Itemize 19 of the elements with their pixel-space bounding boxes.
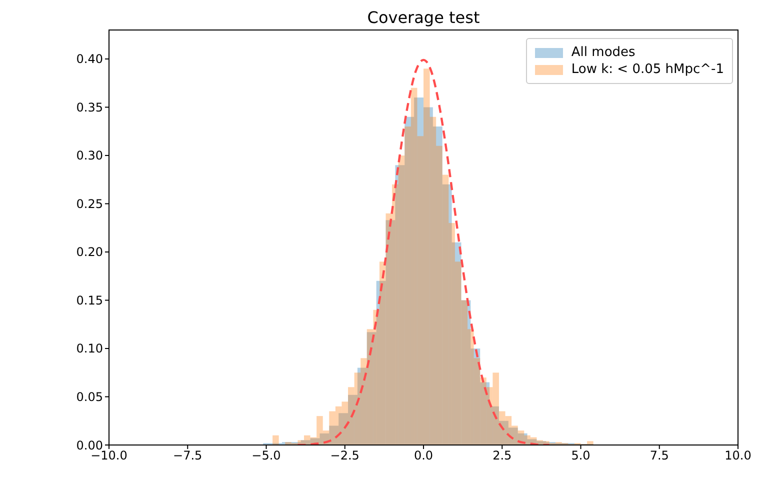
y-tick-label: 0.25 [76,196,103,211]
x-tick-label: 0.0 [414,448,434,463]
x-tick-label: −2.5 [330,448,360,463]
legend-label: Low k: < 0.05 hMpc^-1 [571,62,724,77]
x-tick-label: 10.0 [724,448,752,463]
x-tick-label: 7.5 [650,448,669,463]
y-tick-label: 0.10 [76,342,103,356]
y-tick-label: 0.35 [76,100,103,114]
x-tick-label: −7.5 [173,448,202,463]
y-tick-label: 0.30 [76,148,103,163]
y-tick-label: 0.20 [76,245,103,260]
y-tick-label: 0.15 [76,293,103,308]
x-tick-label: 5.0 [571,448,590,463]
y-tick-label: 0.05 [76,390,103,404]
x-tick-label: −5.0 [252,448,281,463]
legend-label: All modes [571,45,636,60]
chart-title: Coverage test [366,8,481,27]
y-tick-label: 0.40 [76,52,103,66]
x-tick-label: 2.5 [492,448,512,463]
